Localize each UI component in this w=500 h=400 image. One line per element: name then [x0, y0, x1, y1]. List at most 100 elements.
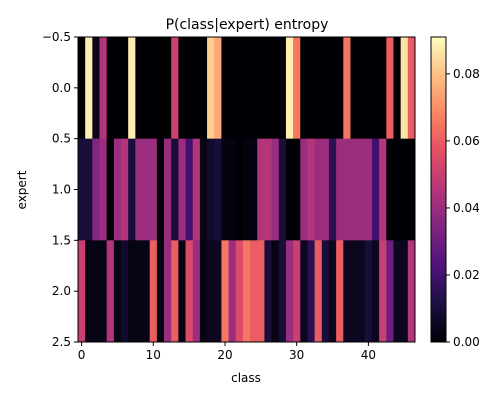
x-tick-label: 10 [146, 348, 161, 362]
heatmap-cell [228, 138, 237, 241]
y-tick-label: 1.5 [52, 233, 71, 247]
heatmap-cell [400, 240, 409, 343]
heatmap-cell [328, 240, 337, 343]
heatmap-cell [92, 37, 100, 140]
heatmap-cell [128, 37, 136, 140]
heatmap-cell [235, 138, 244, 241]
y-axis: −0.5 0.0 0.5 1.0 1.5 2.0 2.5 [42, 30, 78, 349]
heatmap-cell [106, 138, 115, 241]
heatmap-cell [357, 37, 366, 140]
heatmap-cell [92, 138, 100, 241]
x-axis-label: class [231, 371, 261, 385]
heatmap-cell [185, 37, 194, 140]
heatmap-cell [379, 138, 387, 241]
heatmap-cell [178, 37, 186, 140]
heatmap-cell [336, 138, 344, 241]
colorbar-tick-label: 0.08 [453, 67, 480, 81]
heatmap-cell [257, 240, 265, 343]
heatmap-cell [128, 240, 136, 343]
heatmap-cell [364, 37, 373, 140]
heatmap-cell [221, 138, 229, 241]
heatmap-cell [221, 37, 229, 140]
heatmap-cell [357, 240, 366, 343]
heatmap-cell [164, 138, 172, 241]
heatmap-cell [149, 138, 158, 241]
heatmap-cell [156, 37, 165, 140]
y-tick-label: 2.5 [52, 335, 71, 349]
heatmap-cell [99, 240, 108, 343]
heatmap-cell [400, 37, 409, 140]
heatmap-cell [185, 240, 194, 343]
x-axis: 0 10 20 30 40 [78, 342, 376, 362]
heatmap-cell [149, 240, 158, 343]
heatmap-cell [113, 240, 122, 343]
heatmap-cell [386, 138, 394, 241]
heatmap-cell [407, 138, 416, 241]
heatmap-cell [321, 138, 330, 241]
heatmap-cell [192, 138, 201, 241]
heatmap-cell [121, 240, 129, 343]
heatmap-cell [142, 240, 151, 343]
heatmap-cell [343, 138, 351, 241]
heatmap-cell [78, 37, 86, 140]
heatmap-cell [78, 240, 86, 343]
heatmap-cell [321, 240, 330, 343]
heatmap-cell [400, 138, 409, 241]
heatmap-cell [242, 138, 251, 241]
heatmap-cell [407, 240, 416, 343]
heatmap-cell [293, 240, 301, 343]
heatmap-cell [264, 240, 272, 343]
heatmap-cell [235, 37, 244, 140]
heatmap-cell [264, 37, 272, 140]
heatmap-cell [156, 240, 165, 343]
x-tick-label: 20 [217, 348, 232, 362]
heatmap-cell [221, 240, 229, 343]
heatmap-cell [135, 240, 143, 343]
heatmap-cell [106, 37, 115, 140]
heatmap-cell [300, 138, 308, 241]
colorbar-tick-label: 0.02 [453, 268, 480, 282]
x-tick-label: 0 [78, 348, 86, 362]
heatmap-cell [321, 37, 330, 140]
heatmap-cell [271, 138, 280, 241]
heatmap-cell [214, 240, 222, 343]
heatmap-cell [350, 138, 359, 241]
heatmap-cell [336, 37, 344, 140]
heatmap-cell [285, 37, 294, 140]
heatmap-cell [121, 138, 129, 241]
heatmap-cell [228, 37, 237, 140]
heatmap-cell [300, 240, 308, 343]
heatmap-cell [214, 37, 222, 140]
heatmap-cell [178, 138, 186, 241]
heatmap-cell [278, 138, 287, 241]
heatmap-cell [350, 37, 359, 140]
heatmap-cell [142, 37, 151, 140]
y-tick-label: 0.0 [52, 81, 71, 95]
heatmap-cell [350, 240, 359, 343]
heatmap-cell [386, 240, 394, 343]
heatmap-cell [285, 240, 294, 343]
heatmap-cell [235, 240, 244, 343]
heatmap-cell [135, 138, 143, 241]
chart-title: P(class|expert) entropy [166, 17, 329, 33]
heatmap-cell [164, 240, 172, 343]
heatmap-cell [386, 37, 394, 140]
heatmap-cell [113, 37, 122, 140]
heatmap-cell [271, 37, 280, 140]
heatmap-cell [364, 240, 373, 343]
colorbar-tick-label: 0.00 [453, 335, 480, 349]
heatmap-cell [192, 240, 201, 343]
heatmap-cell [278, 37, 287, 140]
heatmap-cell [364, 138, 373, 241]
heatmap-cell [307, 240, 316, 343]
y-tick-label: −0.5 [42, 30, 71, 44]
heatmap-cell [135, 37, 143, 140]
heatmap-cell [314, 138, 323, 241]
heatmap-cell [171, 138, 179, 241]
heatmap-cell [185, 138, 194, 241]
heatmap-cell [293, 37, 301, 140]
heatmap-cell [199, 138, 208, 241]
heatmap-cell [293, 138, 301, 241]
y-axis-label: expert [15, 170, 29, 209]
